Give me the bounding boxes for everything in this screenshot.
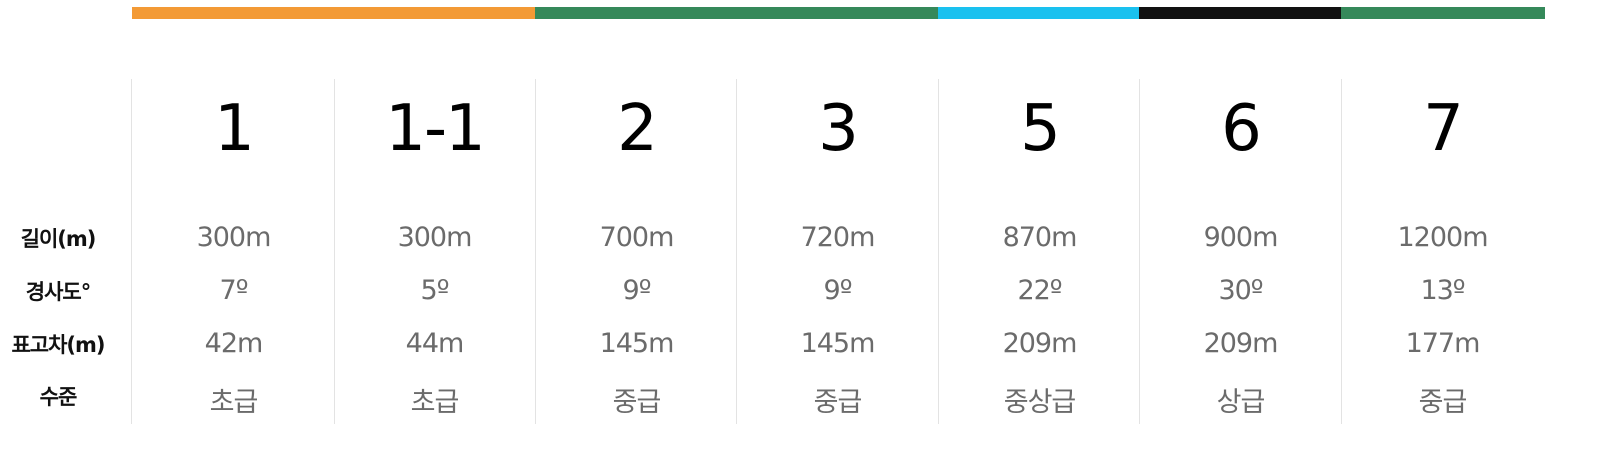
column-divider xyxy=(938,79,939,424)
color-bar-beginner xyxy=(132,7,535,19)
slope-grade: 9º xyxy=(823,275,853,306)
slope-elevation: 145m xyxy=(800,328,876,359)
slope-level: 초급 xyxy=(410,387,460,418)
row-label-grade: 경사도° xyxy=(25,280,91,304)
slope-grade: 22º xyxy=(1017,275,1062,306)
slope-number: 7 xyxy=(1423,92,1464,166)
slope-level: 상급 xyxy=(1216,387,1266,418)
slope-number: 6 xyxy=(1221,92,1262,166)
slope-level: 중상급 xyxy=(1003,387,1077,418)
slope-elevation: 177m xyxy=(1405,328,1481,359)
slope-column-6: 6 900m 30º 209m 상급 xyxy=(1140,0,1341,458)
slope-length: 900m xyxy=(1203,222,1279,253)
slope-column-1: 1 300m 7º 42m 초급 xyxy=(133,0,334,458)
slope-elevation: 42m xyxy=(204,328,264,359)
slope-elevation: 209m xyxy=(1002,328,1078,359)
slope-length: 720m xyxy=(800,222,876,253)
column-divider xyxy=(1341,79,1342,424)
slope-column-7: 7 1200m 13º 177m 중급 xyxy=(1342,0,1543,458)
slope-grade: 30º xyxy=(1218,275,1263,306)
slope-number: 2 xyxy=(617,92,658,166)
slope-level: 중급 xyxy=(813,387,863,418)
slope-grade: 9º xyxy=(622,275,652,306)
slope-level: 중급 xyxy=(1418,387,1468,418)
slope-number: 1-1 xyxy=(385,92,486,166)
slope-length: 300m xyxy=(397,222,473,253)
slope-grade: 5º xyxy=(420,275,450,306)
slope-length: 700m xyxy=(599,222,675,253)
slope-number: 1 xyxy=(214,92,255,166)
color-bar-intermediate xyxy=(535,7,938,19)
slope-grade: 7º xyxy=(219,275,249,306)
slope-number: 3 xyxy=(818,92,859,166)
slope-column-2: 2 700m 9º 145m 중급 xyxy=(536,0,737,458)
column-divider xyxy=(131,79,132,424)
row-label-elevation: 표고차(m) xyxy=(11,333,105,357)
slope-number: 5 xyxy=(1020,92,1061,166)
slope-elevation: 44m xyxy=(405,328,465,359)
slope-length: 1200m xyxy=(1397,222,1488,253)
color-bar-upper-intermediate xyxy=(938,7,1139,19)
slope-column-3: 3 720m 9º 145m 중급 xyxy=(737,0,938,458)
color-bar-advanced xyxy=(1139,7,1341,19)
row-label-length: 길이(m) xyxy=(20,227,97,251)
slope-column-5: 5 870m 22º 209m 중상급 xyxy=(939,0,1140,458)
column-divider xyxy=(736,79,737,424)
slope-elevation: 145m xyxy=(599,328,675,359)
column-divider xyxy=(1139,79,1140,424)
slope-length: 300m xyxy=(196,222,272,253)
slope-level: 중급 xyxy=(612,387,662,418)
slope-column-1-1: 1-1 300m 5º 44m 초급 xyxy=(334,0,535,458)
column-divider xyxy=(334,79,335,424)
slope-grade: 13º xyxy=(1420,275,1465,306)
slope-length: 870m xyxy=(1002,222,1078,253)
color-bar-intermediate-2 xyxy=(1341,7,1545,19)
slope-level: 초급 xyxy=(209,387,259,418)
column-divider xyxy=(535,79,536,424)
row-label-level: 수준 xyxy=(39,385,78,409)
slope-elevation: 209m xyxy=(1203,328,1279,359)
